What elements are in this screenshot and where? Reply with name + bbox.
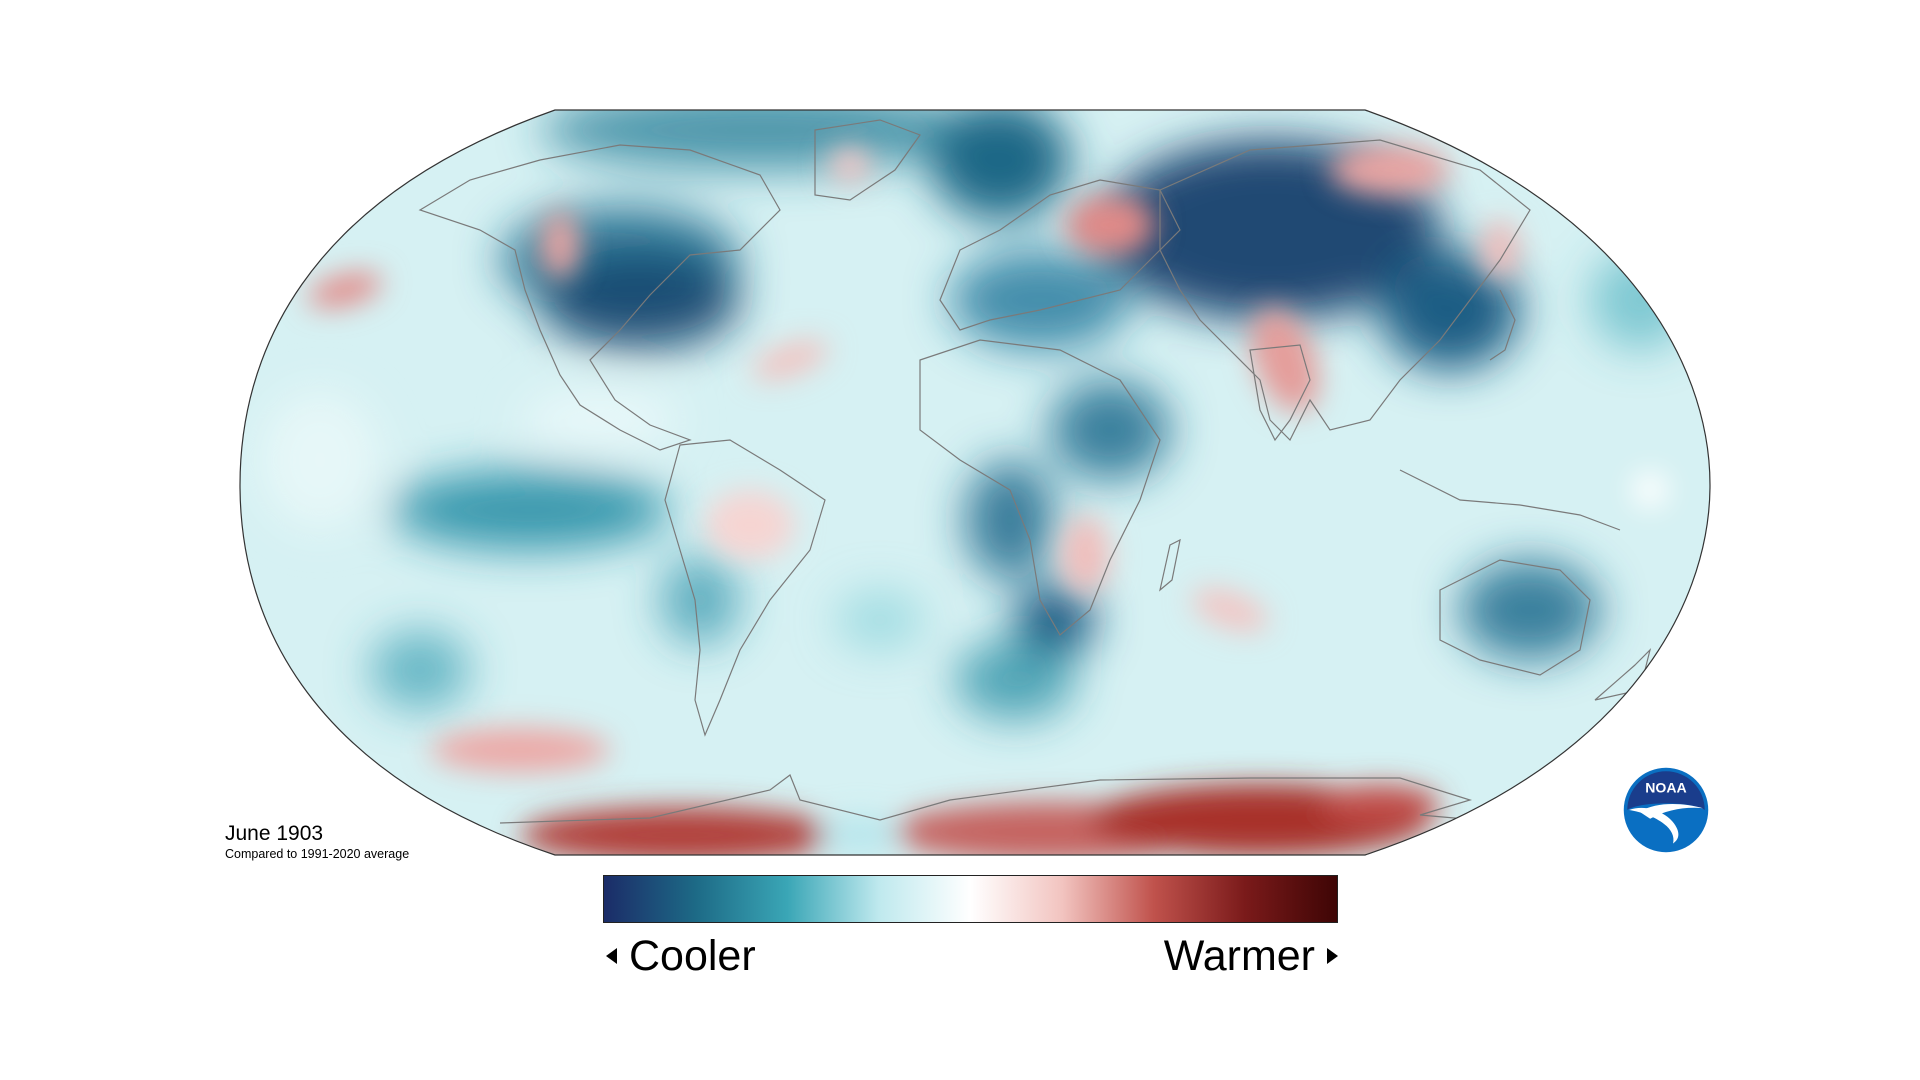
noaa-logo-top xyxy=(1627,771,1705,810)
color-scale-bar xyxy=(603,875,1338,923)
map-body xyxy=(240,110,1710,855)
right-arrow-icon xyxy=(1327,948,1338,964)
legend-warmer-label: Warmer xyxy=(1163,931,1315,980)
caption-title: June 1903 xyxy=(225,822,324,845)
madagascar-outline xyxy=(1159,538,1181,592)
map-outline xyxy=(239,109,1711,856)
caption-subtitle: Compared to 1991-2020 average xyxy=(225,847,410,861)
japan-outline xyxy=(1489,289,1516,361)
north-america-outline xyxy=(418,144,781,451)
india-outline xyxy=(1249,344,1311,442)
greenland-outline xyxy=(814,119,921,201)
noaa-logo-icon: NOAA xyxy=(1623,767,1709,853)
australia-outline xyxy=(1439,559,1591,676)
africa-outline xyxy=(919,339,1161,636)
noaa-logo-bird xyxy=(1629,807,1679,844)
south-america-outline xyxy=(664,439,826,737)
legend-cooler-label: Cooler xyxy=(629,931,756,980)
antarctic-warm-band xyxy=(520,784,1440,855)
legend-warmer: Warmer xyxy=(1164,930,1338,982)
left-arrow-icon xyxy=(606,948,617,964)
legend-cooler: Cooler xyxy=(606,930,756,982)
europe-outline xyxy=(939,179,1181,331)
antarctica-outline xyxy=(499,774,1501,824)
warm-anomalies xyxy=(308,145,1668,772)
indonesia-outline xyxy=(1399,469,1621,531)
map-caption: June 1903 Compared to 1991-2020 average xyxy=(225,822,409,862)
noaa-logo-text: NOAA xyxy=(1645,779,1686,795)
asia-outline xyxy=(1159,139,1531,442)
coastlines xyxy=(418,119,1652,824)
